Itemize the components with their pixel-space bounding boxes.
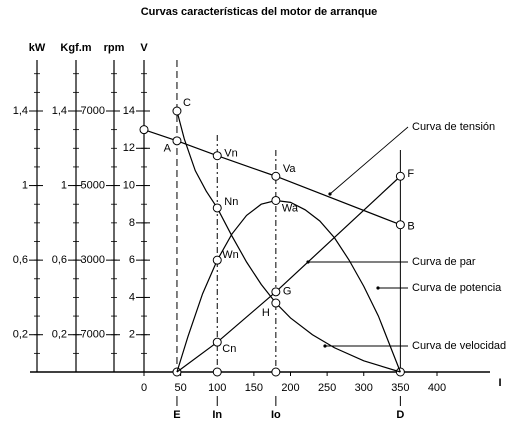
x-tick-label: 50 (175, 382, 187, 394)
y-tick-label: 1 (22, 179, 28, 191)
x-tick-label: 150 (245, 382, 263, 394)
annotation-dot (306, 260, 310, 264)
point (212, 255, 222, 265)
point-label: Cn (222, 343, 236, 355)
y-tick-label: 1,4 (52, 105, 67, 117)
x-tick-label: 0 (141, 382, 147, 394)
legend-label: Curva de par (412, 256, 476, 268)
marker-point (271, 367, 281, 377)
point-label: H (262, 307, 270, 319)
y-tick-label: 4 (129, 291, 135, 303)
legend-label: Curva de tensión (412, 121, 495, 133)
annotation-dot (376, 286, 380, 290)
point (271, 195, 281, 205)
point-label: Nn (224, 196, 238, 208)
point (212, 203, 222, 213)
x-tick-label: 100 (208, 382, 226, 394)
y-tick-label: 3000 (81, 254, 105, 266)
x-tick-label: 200 (281, 382, 299, 394)
y-axis-label: V (140, 42, 148, 54)
point (271, 287, 281, 297)
y-tick-label: 0,6 (52, 254, 67, 266)
point-label: Wn (222, 249, 239, 261)
annotation-dot (328, 192, 332, 196)
y-tick-label: 0,2 (13, 329, 28, 341)
marker-label: E (173, 409, 180, 421)
point (271, 171, 281, 181)
x-axis-label: I (498, 377, 501, 389)
annotation-dot (323, 344, 327, 348)
series-line (176, 110, 401, 373)
point (395, 171, 405, 181)
y-axis-label: rpm (104, 42, 125, 54)
y-tick-label: 0,6 (13, 254, 28, 266)
point (212, 151, 222, 161)
point (395, 220, 405, 230)
point-label: G (283, 286, 292, 298)
y-tick-label: 7000 (81, 329, 105, 341)
point-label: B (407, 221, 414, 233)
point (139, 125, 149, 135)
y-tick-label: 10 (123, 179, 135, 191)
y-tick-label: 12 (123, 142, 135, 154)
x-tick-label: 300 (355, 382, 373, 394)
series-line (176, 175, 401, 373)
point (172, 136, 182, 146)
x-tick-label: 400 (428, 382, 446, 394)
x-tick-label: 350 (391, 382, 409, 394)
y-tick-label: 5000 (81, 179, 105, 191)
marker-label: D (396, 409, 404, 421)
y-tick-label: 14 (123, 105, 135, 117)
point-label: A (164, 143, 172, 155)
y-axis-label: Kgf.m (60, 42, 91, 54)
point (212, 337, 222, 347)
y-tick-label: 2 (129, 329, 135, 341)
y-tick-label: 7000 (81, 105, 105, 117)
legend-label: Curva de potencia (412, 282, 502, 294)
marker-label: In (212, 409, 222, 421)
chart-title: Curvas características del motor de arra… (141, 6, 378, 18)
y-tick-label: 6 (129, 254, 135, 266)
point (172, 106, 182, 116)
y-tick-label: 1,4 (13, 105, 28, 117)
marker-label: Io (271, 409, 281, 421)
legend-label: Curva de velocidad (412, 340, 506, 352)
annotation-leader (329, 126, 409, 195)
point-label: Wa (282, 202, 299, 214)
point-label: Va (283, 163, 297, 175)
series-line (176, 199, 401, 373)
y-tick-label: 0,2 (52, 329, 67, 341)
marker-point (212, 367, 222, 377)
y-axis-label: kW (29, 42, 46, 54)
x-tick-label: 250 (318, 382, 336, 394)
point (271, 298, 281, 308)
point-label: Vn (224, 148, 237, 160)
point-label: F (407, 168, 414, 180)
y-tick-label: 1 (61, 179, 67, 191)
y-tick-label: 8 (129, 217, 135, 229)
point-label: C (183, 97, 191, 109)
